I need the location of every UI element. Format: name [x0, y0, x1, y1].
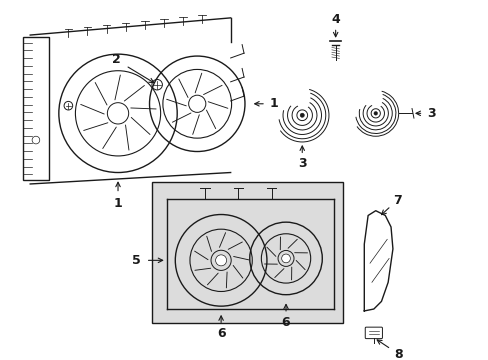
- Text: 5: 5: [131, 254, 140, 267]
- Text: 6: 6: [216, 327, 225, 340]
- Bar: [22, 37, 49, 180]
- Circle shape: [281, 254, 290, 263]
- Text: 3: 3: [426, 107, 434, 120]
- Text: 8: 8: [393, 348, 402, 360]
- Text: 1: 1: [269, 97, 277, 110]
- Circle shape: [300, 113, 304, 117]
- Text: 4: 4: [330, 13, 339, 26]
- Text: 3: 3: [297, 157, 306, 170]
- Text: 6: 6: [281, 316, 290, 329]
- Text: 7: 7: [392, 194, 401, 207]
- Text: 1: 1: [113, 197, 122, 210]
- Bar: [152, 182, 343, 323]
- Text: 2: 2: [112, 53, 120, 66]
- Circle shape: [373, 112, 377, 115]
- Circle shape: [215, 255, 226, 266]
